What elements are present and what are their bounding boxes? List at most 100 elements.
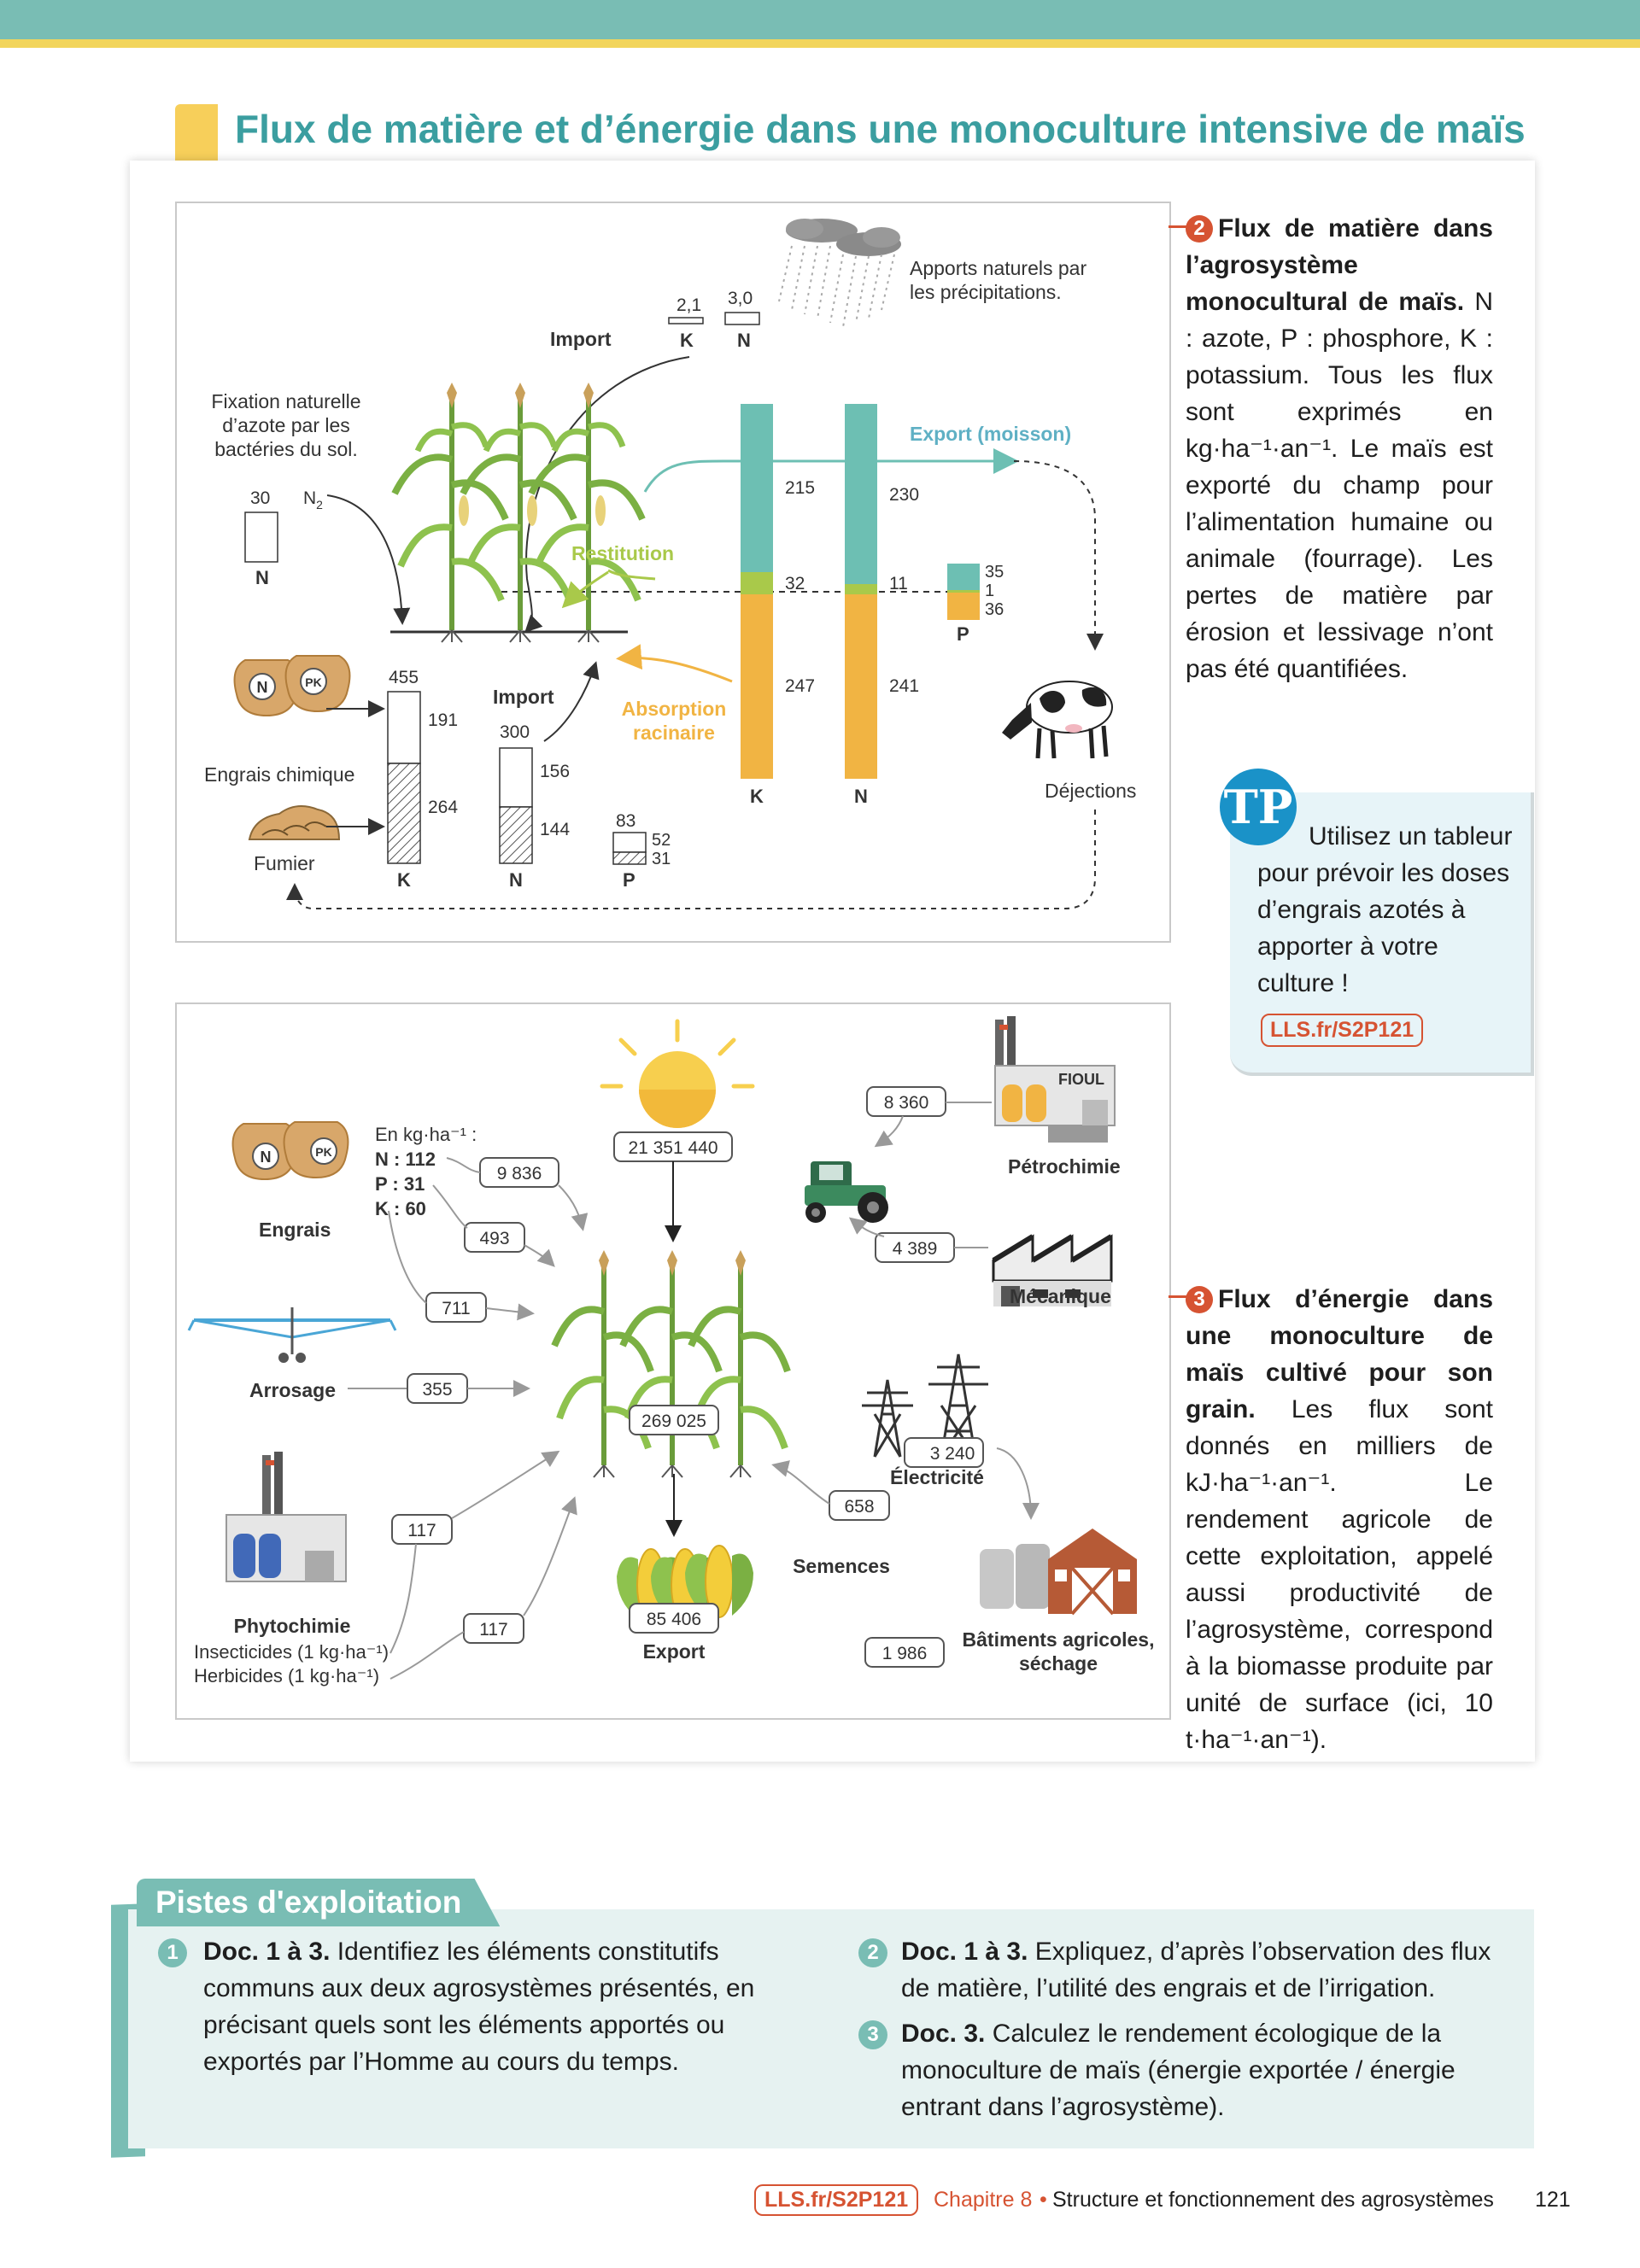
input-n-fumier-value: 144 xyxy=(540,820,570,839)
fioul-arrow xyxy=(874,1115,904,1148)
plant-p-restitution xyxy=(947,590,980,593)
fumier-icon xyxy=(248,805,341,840)
plant-k-restitution-value: 32 xyxy=(785,574,805,593)
fixation-letter: N xyxy=(255,567,269,588)
n2-label: N2 xyxy=(303,488,323,511)
rain-n-bar xyxy=(724,312,760,325)
fioul-label: FIOUL xyxy=(1058,1071,1104,1088)
plant-bar-n xyxy=(845,404,877,779)
engrais-unit: En kg·ha⁻¹ : xyxy=(375,1124,477,1145)
caption-2-number: 2 xyxy=(1186,215,1213,243)
sun-icon xyxy=(600,1019,755,1128)
restitution-arrow-to-plant xyxy=(561,570,609,609)
tractor-icon xyxy=(805,1161,888,1223)
caption-doc-2: 2 Flux de matière dans l’agrosystème mono… xyxy=(1186,210,1493,687)
arrosage-label: Arrosage xyxy=(249,1379,336,1401)
rain-cloud-icon xyxy=(778,219,901,328)
export-label: Export xyxy=(643,1640,706,1663)
question-2-ref: Doc. 1 à 3. xyxy=(901,1938,1028,1966)
batiments-value: 1 986 xyxy=(882,1644,928,1663)
engrais-bags-icon: N PK xyxy=(231,1121,349,1181)
engrais-p-arrow xyxy=(432,1184,468,1229)
plant-n-letter: N xyxy=(854,786,868,807)
footer-link[interactable]: LLS.fr/S2P121 xyxy=(754,2184,919,2216)
mechanical-factory-icon xyxy=(992,1234,1113,1306)
semences-box xyxy=(829,1490,890,1521)
power-pylon-icon xyxy=(862,1353,988,1458)
input-k-fumier xyxy=(387,763,421,864)
phyto2-value: 117 xyxy=(479,1620,507,1640)
dejection-dashed xyxy=(1013,460,1104,651)
plant-k-export xyxy=(741,404,773,572)
import-bottom-arrow xyxy=(543,661,600,742)
input-k-fumier-value: 264 xyxy=(428,798,458,817)
input-p-letter: P xyxy=(623,869,636,891)
input-n-total: 300 xyxy=(500,722,530,742)
input-k-engrais xyxy=(387,691,421,764)
petrochimie-label: Pétrochimie xyxy=(1008,1155,1121,1178)
fertilizer-bags-icon: N PK xyxy=(233,655,351,717)
input-k-total: 455 xyxy=(389,668,419,687)
batiments-label-1: Bâtiments agricoles, xyxy=(963,1628,1155,1651)
question-1-number: 1 xyxy=(158,1938,187,1967)
input-k-letter: K xyxy=(397,869,411,891)
engrais-k-arrow xyxy=(388,1210,427,1304)
phyto2-arrow xyxy=(390,1499,574,1680)
engrais-n-arrow-2 xyxy=(558,1184,589,1231)
bag-n-label: N xyxy=(257,679,268,696)
plant-n-restitution-value: 11 xyxy=(889,574,908,593)
phyto2-box xyxy=(463,1613,524,1644)
semences-label: Semences xyxy=(793,1555,890,1577)
energy-flow-figure: 21 351 440 N PK Engrais En kg·ha⁻¹ : N :… xyxy=(175,1002,1171,1720)
mecanique-label: Mécanique xyxy=(1010,1285,1111,1307)
cow-icon xyxy=(1002,681,1113,759)
pistes-exploitation: Pistes d'exploitation 1 Doc. 1 à 3. Iden… xyxy=(111,1879,1536,2158)
pistes-background xyxy=(128,1909,1534,2148)
plant-k-letter: K xyxy=(750,786,764,807)
caption-2-text: N : azote, P : phosphore, K : potassium.… xyxy=(1186,288,1494,683)
engrais-n-value: 9 836 xyxy=(497,1164,542,1184)
input-p-fumier-value: 31 xyxy=(652,850,671,868)
export-value-box xyxy=(629,1603,719,1634)
top-yellow-bar xyxy=(0,39,1640,48)
fixation-line-2: d’azote par les xyxy=(222,414,350,436)
tp-link[interactable]: LLS.fr/S2P121 xyxy=(1261,1014,1424,1047)
fixation-line-3: bactéries du sol. xyxy=(214,438,357,460)
plant-value-box xyxy=(629,1405,719,1435)
import-bottom-label: Import xyxy=(493,686,554,708)
phytochemical-factory-icon xyxy=(226,1452,347,1582)
caption-3-title: Flux d’énergie dans une monoculture de m… xyxy=(1186,1285,1493,1423)
question-1: Doc. 1 à 3. Identifiez les éléments cons… xyxy=(203,1933,793,2080)
plant-p-letter: P xyxy=(957,623,969,645)
rain-label-1: Apports naturels par xyxy=(910,257,1086,279)
plant-value: 269 025 xyxy=(641,1412,706,1431)
petrochemical-factory-icon xyxy=(994,1016,1116,1143)
question-3-text: Calculez le rendement écologique de la m… xyxy=(901,2020,1456,2121)
caption-2-title: Flux de matière dans l’agrosystème monoc… xyxy=(1186,214,1493,316)
footer-chapter: Chapitre 8 xyxy=(934,2188,1033,2212)
engrais-k: K : 60 xyxy=(375,1198,426,1219)
plant-k-absorption-value: 247 xyxy=(785,676,815,696)
footer-separator: • xyxy=(1040,2188,1047,2212)
corn-plants-icon xyxy=(391,383,642,642)
plant-n-restitution xyxy=(845,584,877,594)
engrais-k-arrow-2 xyxy=(485,1303,535,1321)
electricite-value: 3 240 xyxy=(930,1444,975,1464)
restitution-label: Restitution xyxy=(571,542,674,564)
fixation-value: 30 xyxy=(250,488,270,508)
phytochimie-label: Phytochimie xyxy=(234,1615,351,1637)
plant-n-export-value: 230 xyxy=(889,485,919,505)
batiments-box xyxy=(864,1637,945,1668)
insecticides-label: Insecticides (1 kg·ha⁻¹) xyxy=(194,1641,389,1663)
rain-k-bar xyxy=(668,317,704,324)
electricite-arrow xyxy=(996,1447,1040,1520)
plant-n-absorption xyxy=(845,594,877,779)
question-2: Doc. 1 à 3. Expliquez, d’après l’observa… xyxy=(901,1933,1516,2007)
engrais-n: N : 112 xyxy=(375,1149,436,1170)
engrais-label: Engrais xyxy=(259,1219,331,1241)
caption-3-number: 3 xyxy=(1186,1286,1213,1313)
sprinkler-icon xyxy=(187,1307,397,1363)
input-n-engrais-value: 156 xyxy=(540,762,570,781)
plant-k-absorption xyxy=(741,594,773,779)
restitution-arrow xyxy=(607,569,656,581)
